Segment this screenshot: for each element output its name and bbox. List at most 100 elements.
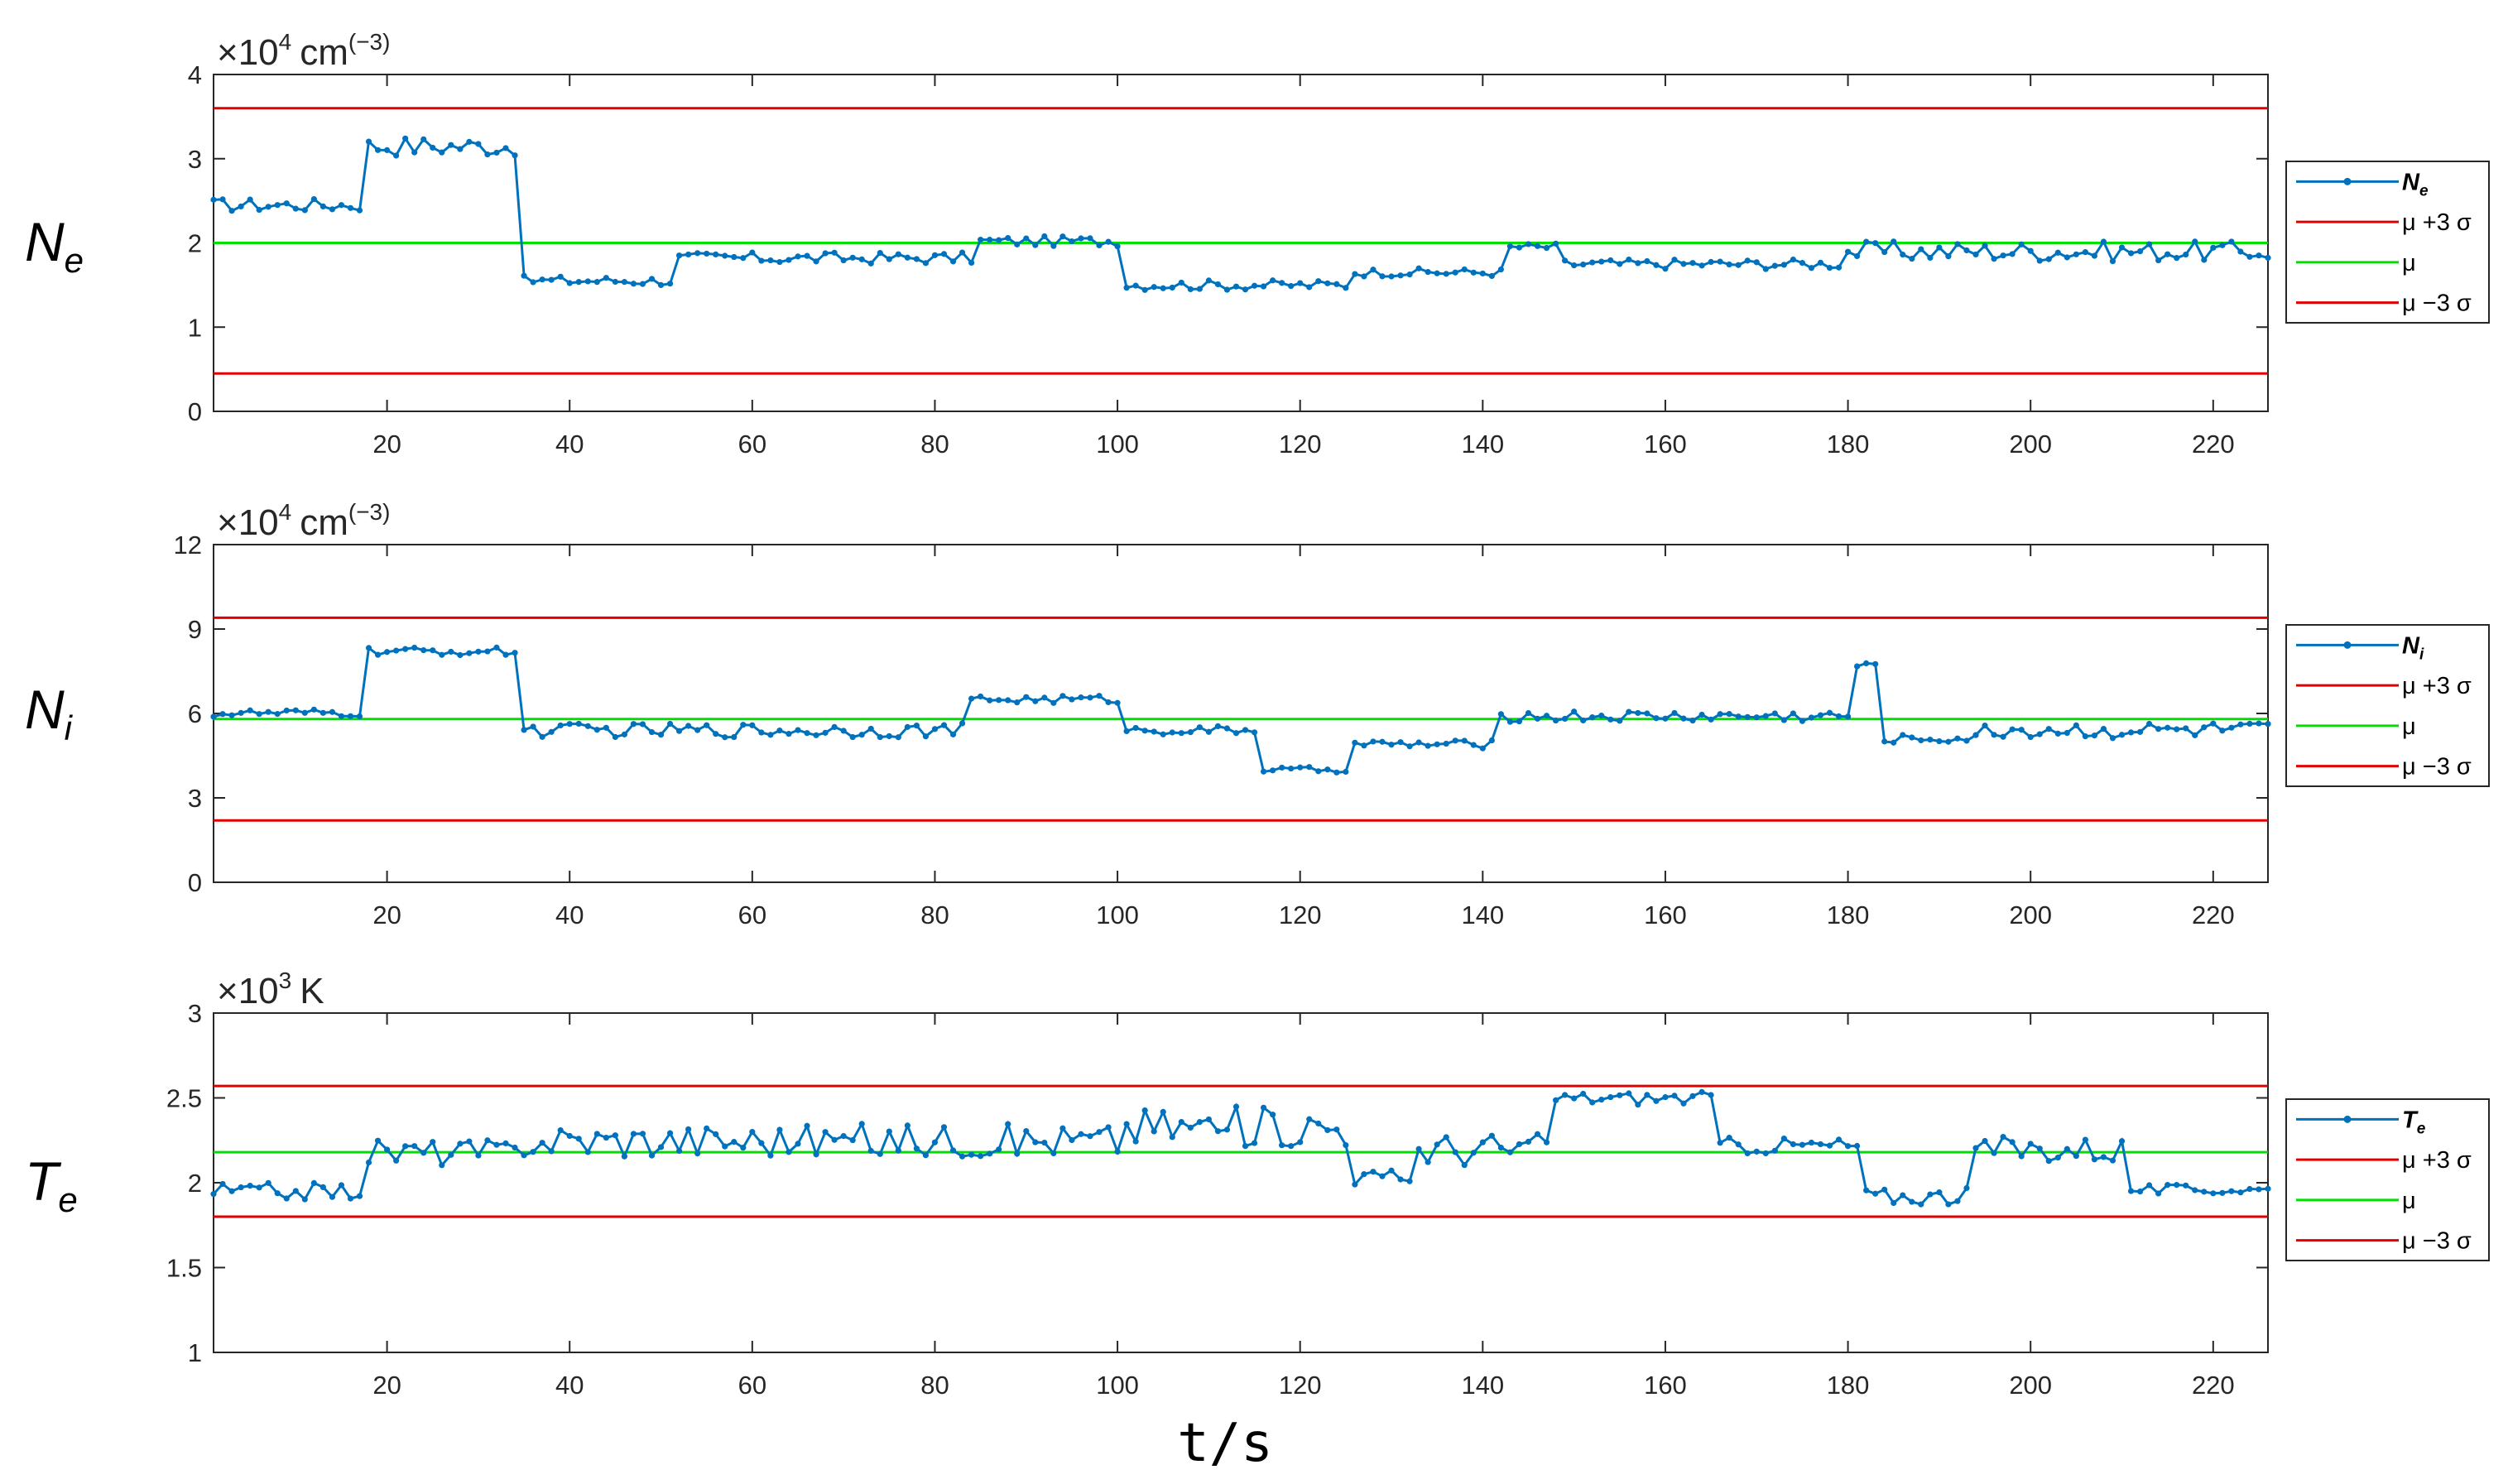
y-tick-label: 3 — [188, 784, 202, 813]
data-point — [512, 152, 518, 159]
data-point — [1881, 1186, 1888, 1193]
data-point — [886, 732, 892, 740]
y-tick-label: 6 — [188, 699, 202, 728]
data-point — [877, 1150, 883, 1157]
data-point — [1196, 724, 1203, 731]
data-point — [1223, 286, 1231, 293]
data-point — [238, 203, 244, 210]
legend-mean-label: μ — [2402, 713, 2416, 740]
data-point — [1936, 737, 1943, 745]
data-point — [1123, 1121, 1130, 1127]
data-point — [1552, 1097, 1559, 1103]
data-point — [2045, 726, 2052, 732]
data-point — [867, 725, 874, 732]
data-point — [1844, 248, 1852, 255]
data-point — [2009, 251, 2016, 257]
data-point — [749, 1129, 756, 1136]
data-point — [1169, 1134, 1175, 1141]
data-point — [310, 706, 317, 713]
x-tick-label: 140 — [1461, 1371, 1504, 1400]
data-point — [1306, 1116, 1313, 1122]
data-point — [1954, 1198, 1961, 1204]
data-point — [1370, 267, 1377, 273]
data-point — [2246, 253, 2253, 260]
data-point — [1991, 1150, 1997, 1156]
data-point — [1032, 698, 1039, 704]
data-point — [265, 1179, 271, 1186]
data-point — [858, 1121, 865, 1127]
data-point — [2237, 248, 2244, 255]
data-point — [1251, 1140, 1258, 1146]
data-point — [740, 722, 747, 728]
y-exponent-label: ×104 cm(−3) — [217, 29, 390, 73]
data-point — [1909, 734, 1915, 741]
data-point — [949, 731, 957, 737]
data-point — [1388, 1167, 1395, 1174]
data-point — [430, 647, 436, 654]
legend: Teμ +3 σμμ −3 σ — [2285, 1098, 2490, 1261]
data-point — [2183, 251, 2189, 258]
data-point — [2118, 732, 2126, 738]
y-tick-label: 2 — [188, 1169, 202, 1198]
data-point — [1114, 243, 1121, 250]
data-point — [813, 1151, 819, 1158]
data-point — [301, 207, 308, 214]
data-point — [584, 723, 591, 729]
data-point — [1516, 244, 1523, 251]
data-point — [1927, 1191, 1934, 1198]
data-point — [749, 722, 756, 728]
data-point — [247, 707, 253, 713]
data-point — [1525, 241, 1532, 247]
data-point — [1397, 739, 1404, 746]
data-point — [987, 237, 993, 243]
data-point — [1497, 266, 1504, 273]
data-point — [1735, 713, 1742, 720]
data-point — [840, 1133, 847, 1140]
data-point — [1352, 271, 1358, 277]
data-point — [621, 1153, 628, 1160]
data-point — [1918, 246, 1924, 252]
data-point — [2027, 733, 2034, 741]
y-exponent-label: ×103 K — [217, 968, 324, 1011]
data-point — [2201, 257, 2208, 263]
data-point — [1927, 737, 1934, 743]
data-point — [1059, 1125, 1066, 1131]
data-point — [1571, 1095, 1578, 1102]
data-point — [310, 1179, 317, 1187]
legend-box — [2285, 1098, 2490, 1261]
data-point — [2164, 724, 2171, 731]
data-point — [1461, 1162, 1468, 1169]
data-point — [603, 1134, 609, 1141]
x-tick-label: 40 — [555, 1371, 584, 1400]
data-point — [1087, 235, 1093, 242]
data-point — [1744, 257, 1751, 264]
data-point — [1863, 238, 1870, 245]
data-point — [1762, 266, 1769, 272]
data-point — [886, 256, 892, 262]
data-point — [2183, 1182, 2189, 1189]
data-point — [2073, 251, 2079, 257]
data-point — [2145, 1182, 2153, 1189]
data-point — [1223, 1126, 1231, 1133]
data-point — [1388, 273, 1395, 280]
data-point — [1525, 1138, 1532, 1145]
x-tick-label: 80 — [920, 430, 949, 459]
data-point — [2109, 735, 2116, 742]
y-tick-label: 3 — [188, 145, 202, 174]
data-point — [1872, 240, 1879, 247]
data-point — [1698, 711, 1705, 718]
data-point — [1059, 693, 1066, 699]
legend-mean-label: μ — [2402, 250, 2416, 276]
data-point — [704, 250, 710, 257]
plot-area — [213, 1012, 2269, 1353]
data-point — [347, 1195, 354, 1202]
data-point — [548, 728, 555, 735]
data-point — [1205, 1116, 1212, 1123]
data-point — [1525, 709, 1532, 717]
data-point — [1078, 694, 1084, 701]
data-point — [393, 1157, 400, 1164]
data-point — [1214, 1128, 1222, 1135]
data-point — [1662, 266, 1669, 272]
y-tick-label: 2.5 — [166, 1084, 202, 1113]
data-point — [2228, 238, 2235, 245]
